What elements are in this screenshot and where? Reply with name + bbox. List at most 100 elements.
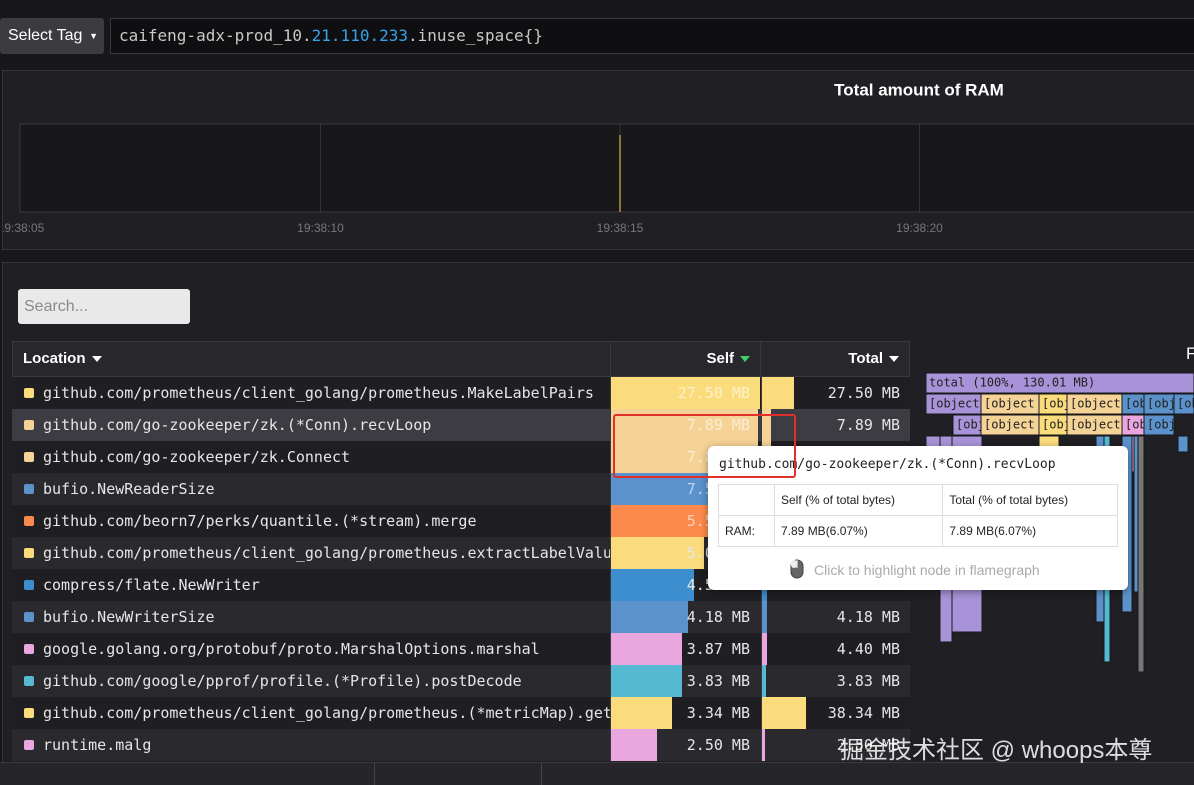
total-bar <box>762 409 772 441</box>
chart-title: Total amount of RAM <box>834 80 1004 99</box>
color-swatch <box>24 612 34 622</box>
label: Self <box>706 350 734 367</box>
column-divider <box>610 441 611 473</box>
query-part: caifeng-adx-prod_10. <box>119 26 312 45</box>
location: github.com/google/pprof/profile.(*Profil… <box>43 672 522 690</box>
self-bar <box>610 729 657 761</box>
total-value: 3.83 MB <box>836 672 900 690</box>
self-bar <box>610 377 760 409</box>
column-divider <box>761 665 762 697</box>
self-bar <box>610 601 689 633</box>
location: github.com/go-zookeeper/zk.(*Conn).recvL… <box>43 416 432 434</box>
total-bar <box>762 377 794 409</box>
location: compress/flate.NewWriter <box>43 576 260 594</box>
table-row[interactable]: github.com/prometheus/client_golang/prom… <box>12 697 910 729</box>
location: github.com/go-zookeeper/zk.Connect <box>43 448 351 466</box>
column-divider <box>610 729 611 761</box>
table-row[interactable]: bufio.NewWriterSize 4.18 MB 4.18 MB <box>12 601 910 633</box>
total-bar <box>762 601 767 633</box>
flame-node[interactable] <box>1143 414 1175 436</box>
flame-label: [object Object] <box>1147 418 1194 432</box>
flame-node[interactable] <box>1137 435 1145 672</box>
sort-icon <box>740 356 750 363</box>
self-bar <box>610 569 695 601</box>
total-cell: 7.89 MB(6.07%) <box>942 515 1118 547</box>
caret-icon: ▼ <box>89 31 98 41</box>
tooltip-title: github.com/go-zookeeper/zk.(*Conn).recvL… <box>719 457 1056 472</box>
color-swatch <box>24 548 34 558</box>
self-cell: 7.89 MB(6.07%) <box>773 515 944 547</box>
tooltip-hint: Click to highlight node in flamegraph <box>814 562 1040 578</box>
self-value: 7.89 MB <box>686 416 750 434</box>
self-bar <box>610 697 673 729</box>
search-input[interactable]: Search... <box>18 289 190 324</box>
table-row[interactable]: runtime.malg 2.50 MB 2.50 MB <box>12 729 910 761</box>
column-divider <box>610 665 611 697</box>
column-divider <box>610 569 611 601</box>
total-bar <box>762 665 767 697</box>
column-divider <box>761 409 762 441</box>
color-swatch <box>24 740 34 750</box>
label: Select Tag <box>8 27 83 44</box>
mouse-icon <box>790 559 804 579</box>
flame-node[interactable] <box>1177 435 1189 453</box>
location: bufio.NewWriterSize <box>43 608 215 626</box>
tooltip-table: Self (% of total bytes) Total (% of total… <box>718 484 1118 547</box>
row-label: RAM: <box>718 515 775 547</box>
tooltip: github.com/go-zookeeper/zk.(*Conn).recvL… <box>708 446 1128 590</box>
flame-node[interactable] <box>1173 393 1194 415</box>
self-value: 3.87 MB <box>686 640 750 658</box>
total-value: 7.89 MB <box>836 416 900 434</box>
self-value: 3.83 MB <box>686 672 750 690</box>
total-bar <box>762 697 807 729</box>
total-header[interactable]: Total <box>760 341 910 377</box>
column-divider <box>610 377 611 409</box>
select-tag-button[interactable]: Select Tag ▼ <box>0 18 104 54</box>
bottom-tabs <box>0 762 1194 785</box>
label: Location <box>23 350 86 367</box>
total-value: 4.40 MB <box>836 640 900 658</box>
total-value: 27.50 MB <box>827 384 900 402</box>
query-input[interactable]: caifeng-adx-prod_10.21.110.233.inuse_spa… <box>110 18 1194 54</box>
flame-label: total (100%, 130.01 MB) <box>929 376 1095 390</box>
color-swatch <box>24 388 34 398</box>
flamegraph-title: F <box>1186 344 1194 363</box>
total-value: 38.34 MB <box>827 704 900 722</box>
flame-node[interactable] <box>926 372 1194 394</box>
sort-icon <box>889 356 899 363</box>
self-value: 3.34 MB <box>686 704 750 722</box>
x-tick-label: 19:38:15 <box>597 221 644 235</box>
table-row[interactable]: github.com/prometheus/client_golang/prom… <box>12 377 910 409</box>
self-bar <box>610 505 713 537</box>
location: github.com/prometheus/client_golang/prom… <box>43 704 630 722</box>
self-header[interactable]: Self <box>610 341 761 377</box>
color-swatch <box>24 580 34 590</box>
color-swatch <box>24 676 34 686</box>
column-divider <box>610 601 611 633</box>
x-axis: 19:38:05 19:38:10 19:38:15 19:38:20 <box>3 124 943 235</box>
total-bar <box>762 729 765 761</box>
self-value: 27.50 MB <box>677 384 750 402</box>
column-divider <box>761 633 762 665</box>
location: google.golang.org/protobuf/proto.Marshal… <box>43 640 540 658</box>
color-swatch <box>24 644 34 654</box>
header-cell: Self (% of total bytes) <box>773 484 944 516</box>
column-divider <box>610 505 611 537</box>
location-header[interactable]: Location <box>12 341 611 377</box>
x-tick-label: 19:38:20 <box>896 221 943 235</box>
location: runtime.malg <box>43 736 152 754</box>
color-swatch <box>24 708 34 718</box>
column-divider <box>761 601 762 633</box>
label: Total <box>848 350 883 367</box>
watermark: 掘金技术社区 @ whoops本尊 <box>840 737 1153 764</box>
highlight-box <box>613 414 796 478</box>
table-row[interactable]: github.com/google/pprof/profile.(*Profil… <box>12 665 910 697</box>
table-row[interactable]: google.golang.org/protobuf/proto.Marshal… <box>12 633 910 665</box>
total-bar <box>762 633 768 665</box>
column-divider <box>610 697 611 729</box>
self-bar <box>610 665 682 697</box>
corner-cell <box>718 484 775 516</box>
self-value: 2.50 MB <box>686 736 750 754</box>
plot-area <box>19 123 1194 213</box>
timeline-panel: Total amount of RAM 19:38:05 19:38:10 19:3… <box>2 70 1194 250</box>
